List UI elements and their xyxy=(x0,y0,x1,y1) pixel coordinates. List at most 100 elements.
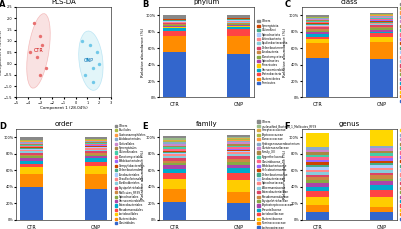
Bar xyxy=(227,36,250,54)
Bar xyxy=(20,149,43,150)
Bar xyxy=(306,174,328,177)
Point xyxy=(90,66,97,70)
Bar xyxy=(306,187,328,191)
Bar xyxy=(370,23,393,24)
Bar xyxy=(370,146,393,148)
Bar xyxy=(20,144,43,145)
Point xyxy=(87,44,93,47)
Y-axis label: Relative abundance (%): Relative abundance (%) xyxy=(0,150,2,199)
Bar xyxy=(306,24,328,25)
Bar xyxy=(20,153,43,155)
Bar xyxy=(306,15,328,17)
Bar xyxy=(370,21,393,22)
Bar xyxy=(227,23,250,24)
Bar xyxy=(20,145,43,146)
Bar xyxy=(306,25,328,26)
Bar xyxy=(227,192,250,203)
Bar xyxy=(163,141,186,142)
Bar xyxy=(306,37,328,39)
Bar xyxy=(163,31,186,36)
Bar xyxy=(85,142,107,143)
Bar xyxy=(163,23,186,24)
Y-axis label: Relative abundance (%): Relative abundance (%) xyxy=(141,150,145,199)
Bar xyxy=(85,166,107,174)
Text: A: A xyxy=(0,0,5,9)
Bar xyxy=(370,153,393,155)
Bar xyxy=(85,158,107,162)
Bar xyxy=(163,138,186,140)
Bar xyxy=(370,158,393,161)
Legend: Others, unclassified_Bacteria_1_Mollicutes_RF39, Streptococcaceae, Peptococcacea: Others, unclassified_Bacteria_1_Mollicut… xyxy=(257,120,317,229)
Bar xyxy=(306,180,328,183)
Bar xyxy=(370,22,393,23)
Bar xyxy=(163,163,186,166)
Bar xyxy=(306,205,328,212)
Bar xyxy=(370,37,393,42)
Point xyxy=(27,50,34,54)
Bar xyxy=(227,180,250,192)
Bar xyxy=(85,148,107,150)
Ellipse shape xyxy=(27,14,50,88)
Bar xyxy=(85,144,107,145)
Bar xyxy=(306,177,328,180)
Bar xyxy=(20,150,43,151)
Bar xyxy=(85,139,107,140)
Bar xyxy=(227,135,250,137)
Bar xyxy=(20,142,43,143)
Point xyxy=(84,57,91,61)
Bar xyxy=(20,156,43,158)
Bar xyxy=(306,170,328,172)
Bar xyxy=(163,52,186,98)
Bar xyxy=(370,179,393,181)
Bar xyxy=(163,146,186,147)
Y-axis label: Relative abundance (%): Relative abundance (%) xyxy=(284,150,288,199)
Bar xyxy=(163,15,186,19)
Bar xyxy=(306,31,328,33)
Bar xyxy=(85,141,107,142)
Bar xyxy=(370,32,393,33)
Bar xyxy=(227,26,250,27)
Bar xyxy=(370,173,393,175)
Text: B: B xyxy=(142,0,148,9)
Bar xyxy=(370,185,393,190)
Bar xyxy=(163,151,186,152)
Bar xyxy=(85,156,107,158)
Bar xyxy=(163,28,186,31)
Legend: Others, Blautia, uncultured_bacterium_1_Mollicutes, unclassified_Bacteria_1_Moll: Others, Blautia, uncultured_bacterium_1_… xyxy=(400,128,401,221)
Bar xyxy=(370,20,393,21)
Bar xyxy=(163,20,186,21)
Bar xyxy=(85,137,107,139)
Bar xyxy=(370,33,393,37)
Bar xyxy=(370,14,393,15)
Bar xyxy=(85,153,107,155)
Bar xyxy=(163,166,186,169)
Bar xyxy=(370,19,393,20)
Bar xyxy=(306,23,328,24)
Bar xyxy=(227,149,250,150)
Bar xyxy=(163,169,186,173)
Bar xyxy=(227,22,250,23)
Point xyxy=(31,21,37,25)
Bar xyxy=(370,197,393,207)
Bar xyxy=(370,130,393,146)
Bar xyxy=(227,159,250,162)
Bar xyxy=(20,161,43,164)
Bar xyxy=(163,142,186,144)
Bar xyxy=(85,155,107,156)
Bar xyxy=(306,20,328,21)
Bar xyxy=(20,147,43,148)
Point xyxy=(43,66,49,70)
Bar xyxy=(370,42,393,59)
Bar xyxy=(306,27,328,29)
Bar xyxy=(370,163,393,166)
Bar xyxy=(227,20,250,21)
Bar xyxy=(306,212,328,220)
Bar xyxy=(227,152,250,154)
Point xyxy=(90,80,97,83)
Bar xyxy=(227,138,250,139)
Bar xyxy=(306,147,328,150)
Bar xyxy=(85,146,107,147)
Y-axis label: Relative abundance (%): Relative abundance (%) xyxy=(141,28,145,77)
Text: F: F xyxy=(285,122,290,131)
Bar xyxy=(163,152,186,153)
